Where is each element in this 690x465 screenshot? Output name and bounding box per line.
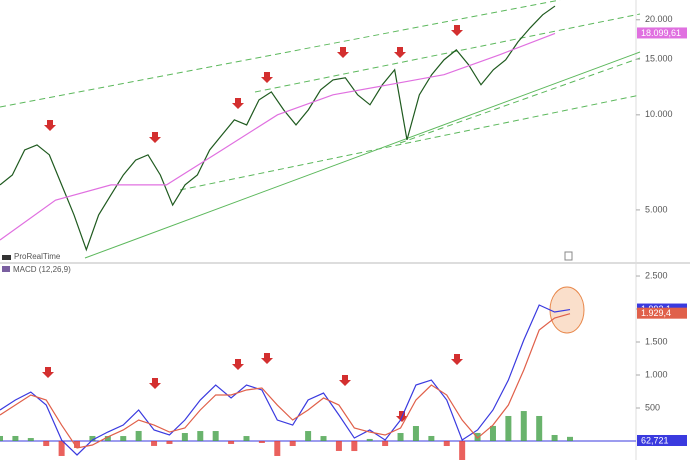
y-tick-label: 2.500 [645, 270, 668, 280]
trendline [84, 51, 641, 259]
histogram-bar [89, 435, 96, 441]
value-label: 1.929,4 [641, 308, 671, 318]
arrow [337, 47, 349, 58]
histogram-bar [489, 425, 496, 441]
histogram-bar [551, 434, 558, 441]
histogram-bar [289, 440, 296, 447]
arrow [42, 367, 54, 378]
histogram-bar [351, 440, 358, 452]
histogram-bar [335, 440, 342, 451]
arrow [232, 359, 244, 370]
histogram-bar [397, 433, 404, 441]
y-tick-label: 20.000 [645, 14, 673, 24]
histogram-bar [135, 430, 142, 441]
trendlines [0, 0, 641, 259]
histogram-bar [12, 435, 19, 441]
series-line [0, 32, 556, 241]
arrows [42, 25, 463, 422]
arrow [451, 25, 463, 36]
macd-icon [2, 266, 10, 272]
channel-line [399, 57, 641, 144]
arrow [261, 72, 273, 83]
value-label: 18.099,61 [641, 28, 681, 38]
histogram-bar [0, 435, 3, 441]
histogram-bar [120, 436, 127, 441]
arrow [261, 353, 273, 364]
arrow [149, 378, 161, 389]
histogram-bar [104, 436, 111, 441]
y-tick-label: 1.500 [645, 336, 668, 346]
histogram-bar [474, 432, 481, 441]
channel-line [0, 0, 561, 108]
histogram-bar [428, 435, 435, 441]
arrow [44, 120, 56, 131]
arrow [149, 132, 161, 143]
histogram-bar [228, 440, 235, 444]
histogram-bar [536, 415, 543, 441]
histogram-bar [320, 436, 327, 441]
value-label-box [637, 307, 687, 319]
histogram-bar [305, 431, 312, 441]
histogram-bar [274, 440, 281, 456]
arrow [232, 98, 244, 109]
histogram-bar [197, 431, 204, 441]
logo: ProRealTime [14, 252, 61, 261]
y-tick-label: 10.000 [645, 109, 673, 119]
series-line [0, 5, 556, 252]
histogram-bar [58, 440, 65, 456]
histogram-bar [43, 440, 50, 447]
macd-title: MACD (12,26,9) [13, 265, 71, 274]
histogram-bar [181, 433, 188, 441]
value-label-box [637, 434, 687, 446]
histogram-bar [567, 436, 573, 441]
histogram-bar [243, 436, 250, 441]
y-tick-label: 15.000 [645, 54, 673, 64]
value-label: 62,721 [641, 435, 669, 445]
histogram-bar [382, 440, 389, 447]
histogram-bar [443, 440, 450, 447]
logo-icon [2, 255, 11, 260]
y-tick-label: 5.000 [645, 204, 668, 214]
histogram-bar [27, 438, 34, 441]
arrow [451, 354, 463, 365]
histogram-bar [505, 415, 512, 441]
histogram-bar [166, 440, 173, 444]
y-tick-label: 500 [645, 402, 660, 412]
histogram-bar [520, 411, 527, 441]
y-tick-label: 1.000 [645, 369, 668, 379]
histogram-bar [258, 440, 265, 443]
histogram-bar [74, 440, 81, 448]
value-label-box [637, 27, 687, 39]
arrow [394, 47, 406, 58]
series-line [0, 313, 571, 449]
channel-line [254, 13, 641, 93]
marker-box [564, 251, 573, 261]
series-line [0, 304, 571, 456]
channel-line [179, 94, 641, 191]
histogram-bar [151, 440, 158, 446]
histogram-bar [212, 431, 219, 441]
histogram-bar [366, 438, 373, 441]
histogram-bar [412, 426, 419, 441]
histogram-bar [459, 440, 466, 461]
arrow [339, 375, 351, 386]
